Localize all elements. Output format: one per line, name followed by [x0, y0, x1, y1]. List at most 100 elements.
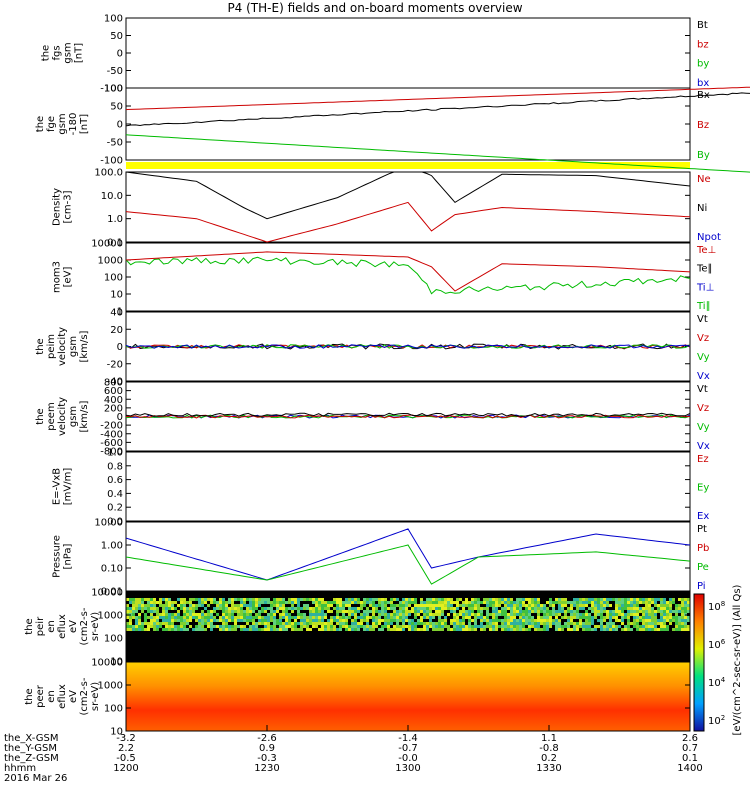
y-axis-label-line: [mV/m]: [63, 468, 74, 506]
y-tick-label-peimvel: 0: [117, 342, 123, 353]
y-tick-label-peemvel: -200: [100, 421, 123, 432]
x-axis-value: -0.8: [539, 743, 559, 754]
fge-bx-early: [125, 92, 750, 127]
x-axis-value: 1200: [113, 763, 138, 774]
y-tick-label-density: 100.0: [94, 168, 123, 179]
y-tick-label-density: 0.1: [107, 238, 123, 249]
legend-temp-Ti⊥: Ti⊥: [696, 282, 714, 293]
colorbar-tick: 104: [708, 676, 726, 689]
y-axis-label-line: mom3: [52, 261, 63, 293]
y-tick-label-temp: 1: [117, 307, 123, 318]
x-axis-value: 0.1: [682, 753, 698, 764]
y-axis-label-line: [cm-3]: [63, 190, 74, 223]
y-tick-label-pressure: 1.00: [101, 541, 123, 552]
colorbar-tick: 106: [708, 638, 726, 651]
x-axis-value: 1300: [395, 763, 420, 774]
y-axis-label-line: sr-eV): [90, 682, 101, 711]
panel-frame-density: [125, 171, 691, 243]
y-tick-label-temp: 10000: [91, 239, 123, 250]
legend-peimvel-Vz: Vz: [697, 333, 709, 344]
y-axis-label-line: [km/s]: [79, 330, 90, 362]
y-tick-label-peir: 100: [104, 634, 123, 645]
x-axis-value: 2.2: [118, 743, 134, 754]
x-axis-value: 0.9: [259, 743, 275, 754]
y-tick-label-peimvel: 40: [110, 308, 123, 319]
y-axis-label-density: Density [cm-3]: [52, 188, 74, 226]
y-axis-label-line: en: [46, 690, 57, 703]
x-axis-value: 0.2: [541, 753, 557, 764]
legend-fge-By: By: [697, 150, 710, 161]
y-tick-label-fgs: -50: [107, 66, 123, 77]
series-density-Ne: [125, 201, 691, 243]
y-axis-label-line: the: [24, 688, 35, 704]
y-tick-label-peer: 1000: [98, 681, 123, 692]
y-axis-label-line: the: [35, 116, 46, 132]
y-axis-label-line: the: [24, 618, 35, 634]
y-axis-label-line: eflux: [57, 614, 68, 639]
y-axis-label-line: en: [46, 620, 57, 633]
y-tick-label-efield: 1.0: [107, 448, 123, 459]
y-tick-label-density: 1.0: [107, 214, 123, 225]
y-axis-label-line: -180: [68, 113, 79, 136]
legend-peemvel-Vy: Vy: [697, 422, 710, 433]
y-axis-label-line: the: [35, 338, 46, 354]
legend-temp-Te∥: Te∥: [696, 264, 713, 275]
y-axis-label-line: E=-VxB: [52, 468, 63, 505]
x-axis-row-name: the_Y-GSM: [4, 743, 57, 754]
peim-blue: [125, 344, 691, 349]
y-axis-label-line: peim: [46, 334, 57, 359]
y-axis-label-line: velocity: [57, 327, 68, 366]
y-axis-label-peimvel: the peim velocity gsm [km/s]: [35, 327, 90, 366]
legend-temp-Te⊥: Te⊥: [696, 245, 716, 256]
legend-pressure-Pi: Pi: [697, 581, 706, 592]
series-pressure-Pe: [125, 544, 691, 585]
series-pressure-Pi: [125, 528, 691, 581]
panel-frame-pressure: [125, 521, 691, 592]
panel-frame-efield: [125, 451, 691, 522]
legend-efield-Ez: Ez: [697, 454, 709, 465]
x-axis-date: 2016 Mar 26: [4, 773, 67, 784]
y-axis-label-line: peem: [46, 402, 57, 430]
y-tick-label-peemvel: -800: [100, 447, 123, 458]
y-tick-label-peimvel: -20: [107, 359, 123, 370]
peem-red: [125, 414, 691, 419]
x-axis-value: -0.7: [398, 743, 418, 754]
colorbar-label: [eV/(cm^2-sec-sr-eV)] (All Qs): [732, 584, 743, 735]
series-temp-Te⊥: [125, 251, 691, 292]
x-axis-value: 1.1: [541, 733, 557, 744]
series-density-Ni: [125, 171, 691, 220]
y-tick-label-fgs: 0: [117, 49, 123, 60]
y-tick-label-efield: 0.6: [107, 475, 123, 486]
y-axis-label-line: (cm2-s-: [79, 677, 90, 715]
y-axis-label-line: the: [41, 45, 52, 61]
legend-peimvel-Vt: Vt: [697, 314, 708, 325]
y-axis-label-line: sr-eV): [90, 612, 101, 641]
y-axis-label-fge: the fge gsm -180 [nT]: [35, 113, 90, 136]
y-axis-label-line: [km/s]: [79, 400, 90, 432]
x-axis-value: 1400: [677, 763, 702, 774]
x-axis-value: -0.5: [116, 753, 136, 764]
y-axis-label-line: gsm: [63, 42, 74, 63]
y-axis-label-line: peir: [35, 616, 46, 636]
y-axis-label-peemvel: the peem velocity gsm [km/s]: [35, 397, 90, 436]
colorbar: 108 106 104 102 [eV/(cm^2-sec-sr-eV)] (All Q…: [693, 584, 743, 735]
legend-fgs-Bt: Bt: [697, 20, 708, 31]
y-tick-label-temp: 100: [104, 273, 123, 284]
legend-fge-Bz: Bz: [697, 120, 709, 131]
y-axis-label-line: fge: [46, 116, 57, 132]
y-tick-label-fge: -100: [100, 156, 123, 167]
chart-title: P4 (TH-E) fields and on-board moments ov…: [227, 1, 523, 15]
y-tick-label-peemvel: -600: [100, 438, 123, 449]
y-axis-label-line: fgs: [52, 45, 63, 60]
peim-green: [125, 344, 691, 349]
y-axis-label-line: velocity: [57, 397, 68, 436]
y-tick-label-peer: 10000: [91, 658, 123, 669]
x-axis-value: 2.6: [682, 733, 698, 744]
peer-spectrogram: [126, 662, 690, 731]
y-axis-label-line: [nT]: [74, 43, 85, 63]
legend-pressure-Pt: Pt: [697, 524, 707, 535]
legend-fgs-bx: bx: [697, 78, 709, 89]
y-tick-label-efield: 0.2: [107, 503, 123, 514]
y-axis-label-pressure: Pressure [nPa]: [52, 535, 74, 578]
data-availability-bar: [126, 162, 690, 169]
